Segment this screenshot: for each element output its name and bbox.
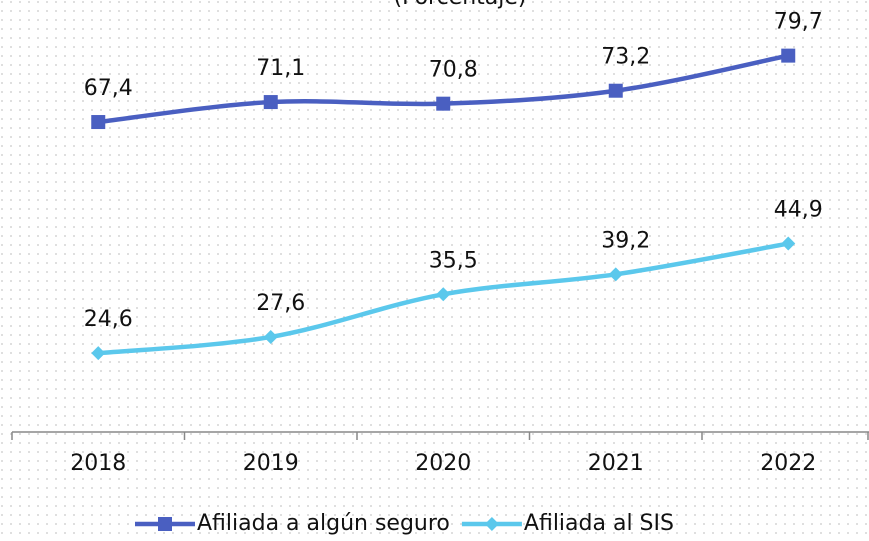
data-label: 24,6 xyxy=(84,307,133,332)
legend-label: Afiliada a algún seguro xyxy=(197,511,450,536)
legend-marker xyxy=(158,517,172,531)
data-label: 44,9 xyxy=(774,198,823,223)
data-point xyxy=(781,236,796,251)
data-label: 39,2 xyxy=(601,228,650,253)
chart-subtitle: (Porcentaje) xyxy=(394,0,527,10)
data-label: 27,6 xyxy=(256,291,305,316)
data-point xyxy=(608,83,623,98)
x-tick-label: 2022 xyxy=(760,451,816,476)
data-label: 79,7 xyxy=(774,10,823,35)
data-point xyxy=(781,48,796,63)
legend-label: Afiliada al SIS xyxy=(524,511,674,536)
data-label: 71,1 xyxy=(256,56,305,81)
data-point xyxy=(436,287,451,302)
data-point xyxy=(91,346,106,361)
x-tick-label: 2020 xyxy=(415,451,471,476)
data-point xyxy=(436,96,451,111)
x-tick-label: 2018 xyxy=(70,451,126,476)
data-point xyxy=(263,95,278,110)
legend-marker xyxy=(484,517,499,531)
data-point xyxy=(263,329,278,344)
data-label: 73,2 xyxy=(601,45,650,70)
x-tick-label: 2021 xyxy=(588,451,644,476)
data-label: 67,4 xyxy=(84,76,133,101)
data-point xyxy=(608,267,623,282)
data-label: 70,8 xyxy=(429,58,478,83)
x-tick-label: 2019 xyxy=(243,451,299,476)
data-point xyxy=(91,115,106,130)
data-label: 35,5 xyxy=(429,248,478,273)
